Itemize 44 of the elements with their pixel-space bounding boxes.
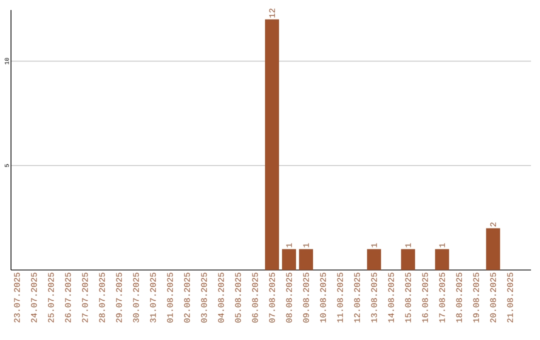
data-label: 2 [490,222,496,226]
x-tick-label: 03.08.2025 [201,272,207,322]
x-tick-label: 24.07.2025 [31,272,37,322]
x-tick-label: 21.08.2025 [507,272,513,322]
x-tick-label: 07.08.2025 [269,272,275,322]
x-tick-label: 18.08.2025 [456,272,462,322]
bar [367,249,382,270]
x-tick-label: 23.07.2025 [14,272,20,322]
x-tick-label: 19.08.2025 [473,272,479,322]
x-tick-label: 31.07.2025 [150,272,156,322]
x-tick-label: 26.07.2025 [65,272,71,322]
x-tick-label: 28.07.2025 [99,272,105,322]
x-tick-label: 05.08.2025 [235,272,241,322]
x-tick-label: 25.07.2025 [48,272,54,322]
data-label: 1 [405,243,411,248]
x-tick-label: 16.08.2025 [422,272,428,322]
x-tick-label: 27.07.2025 [82,272,88,322]
x-tick-label: 29.07.2025 [116,272,122,322]
x-tick-label: 04.08.2025 [218,272,224,322]
x-tick-label: 02.08.2025 [184,272,190,322]
data-label: 12 [269,8,275,18]
bar [401,249,416,270]
x-tick-label: 09.08.2025 [303,272,309,322]
bar [299,249,314,270]
bar [486,228,500,270]
data-label: 1 [371,243,377,248]
x-tick-label: 20.08.2025 [490,272,496,322]
data-label: 1 [286,243,292,248]
x-tick-label: 13.08.2025 [371,272,377,322]
x-tick-label: 08.08.2025 [286,272,292,322]
bar [282,249,296,270]
x-tick-label: 10.08.2025 [320,272,326,322]
data-label: 1 [303,243,309,248]
x-tick-label: 30.07.2025 [133,272,139,322]
x-tick-label: 12.08.2025 [354,272,360,322]
bar [265,19,280,270]
x-tick-label: 15.08.2025 [405,272,411,322]
x-tick-label: 01.08.2025 [167,272,173,322]
bar [435,249,450,270]
data-label: 1 [439,243,445,248]
x-tick-label: 06.08.2025 [252,272,258,322]
x-tick-label: 14.08.2025 [388,272,394,322]
x-tick-label: 17.08.2025 [439,272,445,322]
x-tick-label: 11.08.2025 [337,272,343,322]
